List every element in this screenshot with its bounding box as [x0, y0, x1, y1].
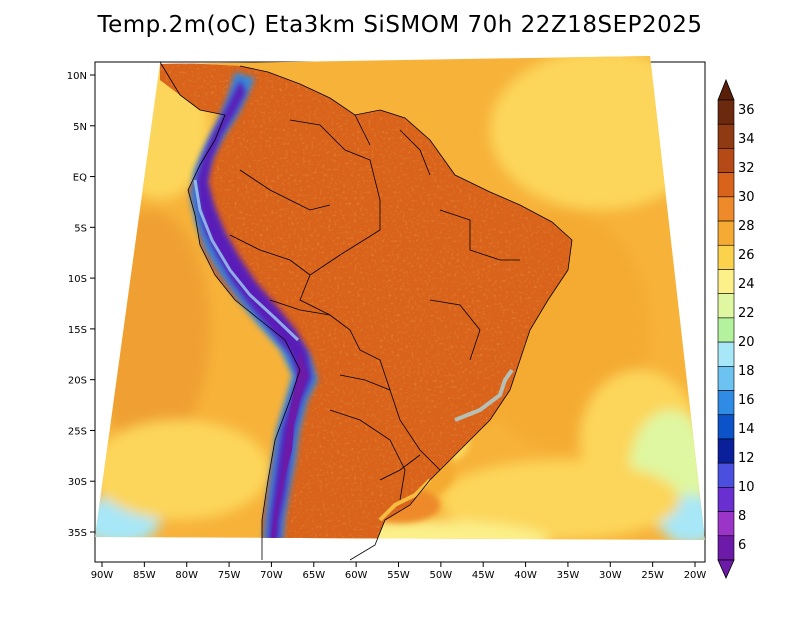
- longitude-axis: 90W 85W 80W 75W 70W 65W 60W 55W 50W 45W 40W 35W 30W 2…: [91, 562, 707, 581]
- colorbar-label: 18: [738, 364, 755, 379]
- map-title: Temp.2m(oC) Eta3km SiSMOM 70h 22Z18SEP20…: [97, 12, 703, 38]
- colorbar-swatch: [717, 390, 735, 416]
- lat-tick-label: 15S: [68, 325, 87, 336]
- colorbar-swatch: [717, 172, 735, 198]
- colorbar-label: 28: [738, 219, 755, 234]
- colorbar-label: 10: [738, 480, 755, 495]
- lon-tick-label: 30W: [599, 570, 622, 581]
- lon-tick-label: 75W: [218, 570, 241, 581]
- colorbar-swatch: [717, 99, 735, 125]
- lat-tick-label: 25S: [68, 426, 87, 437]
- colorbar: 36 34 32 30 28 26 24 22 20 18 16 14 12 10 8 6: [717, 78, 755, 579]
- lat-tick-label: 30S: [68, 477, 87, 488]
- lat-tick-label: EQ: [73, 173, 87, 184]
- lat-tick-label: 35S: [68, 528, 87, 539]
- lon-tick-label: 50W: [430, 570, 453, 581]
- colorbar-bottom-arrow: [717, 559, 735, 579]
- lon-tick-label: 65W: [302, 570, 325, 581]
- colorbar-swatch: [717, 414, 735, 440]
- colorbar-swatch: [717, 511, 735, 537]
- colorbar-swatch: [717, 535, 735, 561]
- lon-tick-label: 45W: [472, 570, 495, 581]
- colorbar-swatch: [717, 148, 735, 173]
- colorbar-swatch: [717, 317, 735, 343]
- lon-tick-label: 60W: [345, 570, 368, 581]
- colorbar-swatch: [717, 123, 735, 149]
- colorbar-swatch: [717, 438, 735, 464]
- colorbar-label: 26: [738, 248, 755, 263]
- colorbar-swatch: [717, 487, 735, 512]
- colorbar-swatch: [717, 341, 735, 367]
- colorbar-swatch: [717, 244, 735, 270]
- colorbar-top-arrow: [717, 78, 735, 101]
- lon-tick-label: 40W: [514, 570, 537, 581]
- lat-tick-label: 10N: [67, 71, 87, 82]
- lon-tick-label: 70W: [260, 570, 283, 581]
- colorbar-label: 14: [738, 422, 755, 437]
- lat-tick-label: 5N: [73, 122, 87, 133]
- colorbar-label: 36: [738, 103, 755, 118]
- colorbar-label: 20: [738, 335, 755, 350]
- colorbar-label: 24: [738, 277, 755, 292]
- colorbar-swatch: [717, 220, 735, 246]
- colorbar-swatch: [717, 366, 735, 391]
- country-borders: [159, 61, 573, 561]
- colorbar-swatch: [717, 462, 735, 488]
- lat-tick-label: 20S: [68, 376, 87, 387]
- colorbar-label: 16: [738, 393, 755, 408]
- lon-tick-label: 35W: [557, 570, 580, 581]
- lon-tick-label: 55W: [387, 570, 410, 581]
- colorbar-label: 8: [738, 509, 746, 524]
- latitude-axis: 10N 5N EQ 5S 10S 15S 20S 25S 30S 35S: [67, 71, 95, 539]
- lon-tick-label: 85W: [133, 570, 156, 581]
- lon-tick-label: 80W: [175, 570, 198, 581]
- lon-tick-label: 25W: [641, 570, 664, 581]
- colorbar-label: 6: [738, 538, 746, 553]
- colorbar-swatch: [717, 293, 735, 319]
- colorbar-label: 34: [738, 132, 755, 147]
- lat-tick-label: 5S: [74, 223, 87, 234]
- colorbar-label: 12: [738, 451, 755, 466]
- lon-tick-label: 20W: [684, 570, 707, 581]
- lon-tick-label: 90W: [91, 570, 114, 581]
- colorbar-label: 32: [738, 161, 755, 176]
- lat-tick-label: 10S: [68, 274, 87, 285]
- colorbar-label: 22: [738, 306, 755, 321]
- colorbar-label: 30: [738, 190, 755, 205]
- colorbar-swatch: [717, 269, 735, 294]
- colorbar-swatch: [717, 196, 735, 222]
- temperature-field: [95, 56, 705, 540]
